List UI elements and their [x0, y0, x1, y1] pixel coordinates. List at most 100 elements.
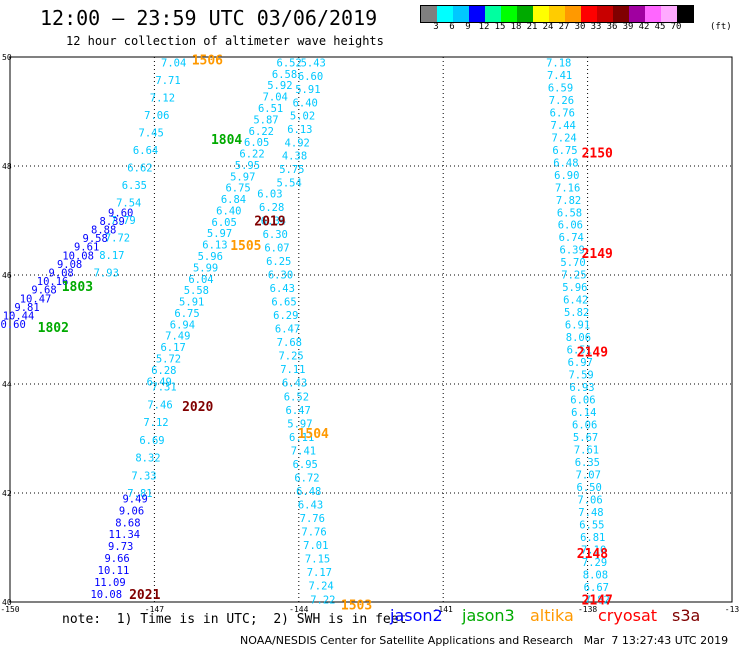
swh-value: 6.07: [264, 242, 289, 254]
swh-value: 5.96: [198, 251, 223, 263]
colorbar-tick-label: 30: [574, 22, 586, 32]
swh-value: 4.38: [282, 151, 307, 163]
swh-value: 5.70: [560, 257, 585, 269]
pass-number-label: 1804: [211, 133, 242, 148]
legend-jason3: jason3: [462, 606, 515, 625]
swh-value: 9.66: [104, 553, 129, 565]
swh-value: 9.08: [57, 259, 82, 271]
swh-value: 7.18: [546, 57, 571, 69]
swh-value: 11.34: [109, 529, 141, 541]
colorbar-swatch: [677, 6, 693, 22]
colorbar-tick-label: 3: [433, 22, 439, 32]
swh-value: 9.73: [108, 541, 133, 553]
colorbar-tick-label: 18: [510, 22, 522, 32]
lat-tick-label: 44: [2, 380, 12, 389]
swh-value: 5.54: [277, 177, 302, 189]
swh-value: 5.87: [253, 114, 278, 126]
legend-jason2: jason2: [390, 606, 443, 625]
swh-value: 7.76: [300, 513, 325, 525]
colorbar-swatch: [549, 6, 565, 22]
colorbar-swatch: [533, 6, 549, 22]
swh-value: 6.52: [277, 57, 302, 69]
swh-value: 6.06: [558, 220, 583, 232]
map-subtitle: 12 hour collection of altimeter wave hei…: [66, 34, 384, 48]
lon-tick-label: -144: [289, 605, 308, 614]
swh-value: 9.58: [83, 233, 108, 245]
colorbar-tick-label: 70: [670, 22, 682, 32]
pass-number-label: 2147: [582, 593, 613, 608]
pass-number-label: 1803: [62, 280, 93, 295]
pass-number-label: 2021: [129, 588, 160, 603]
map-title: 12:00 – 23:59 UTC 03/06/2019: [40, 6, 378, 30]
swh-value: 6.43: [298, 500, 323, 512]
swh-value: 8.17: [99, 250, 124, 262]
swh-value: 8.08: [583, 569, 608, 581]
swh-value: 6.64: [133, 145, 158, 157]
swh-value: 6.04: [188, 274, 213, 286]
swh-value: 5.97: [207, 228, 232, 240]
pass-number-label: 2020: [182, 400, 213, 415]
swh-value: 6.97: [568, 357, 593, 369]
pass-number-label: 1802: [38, 321, 69, 336]
colorbar-swatch: [517, 6, 533, 22]
colorbar-tick-label: 39: [622, 22, 634, 32]
swh-value: 5.97: [287, 418, 312, 430]
colorbar-unit: (ft): [710, 22, 732, 32]
swh-value: 6.30: [263, 229, 288, 241]
swh-value: 10.60: [0, 319, 26, 331]
colorbar-tick-label: 6: [449, 22, 455, 32]
swh-value: 6.58: [557, 207, 582, 219]
pass-number-label: 1506: [192, 54, 223, 69]
colorbar-swatch: [437, 6, 453, 22]
swh-value: 7.29: [582, 557, 607, 569]
colorbar-swatch: [501, 6, 517, 22]
swh-value: 7.93: [94, 267, 119, 279]
colorbar-swatch: [629, 6, 645, 22]
legend-altika: altika: [530, 606, 574, 625]
swh-value: 7.16: [555, 182, 580, 194]
swh-value: 7.11: [280, 364, 305, 376]
colorbar-swatch: [565, 6, 581, 22]
swh-value: 7.24: [308, 581, 333, 593]
swh-value: 5.96: [562, 282, 587, 294]
swh-value: 9.08: [48, 267, 73, 279]
swh-value: 6.30: [268, 269, 293, 281]
swh-value: 7.26: [549, 95, 574, 107]
swh-value: 6.93: [569, 382, 594, 394]
swh-value: 6.84: [221, 194, 246, 206]
swh-value: 6.25: [266, 256, 291, 268]
swh-value: 5.91: [179, 297, 204, 309]
swh-value: 7.33: [131, 470, 156, 482]
swh-value: 6.22: [249, 126, 274, 138]
colorbar-tick-label: 24: [542, 22, 554, 32]
swh-value: 7.06: [144, 110, 169, 122]
swh-value: 7.07: [576, 469, 601, 481]
swh-value: 5.02: [290, 111, 315, 123]
swh-value: 7.68: [277, 337, 302, 349]
grid-lines: [10, 56, 732, 603]
footnote: note: 1) Time is in UTC; 2) SWH is in fe…: [62, 612, 407, 627]
swh-value: 6.95: [293, 459, 318, 471]
swh-value: 6.13: [202, 240, 227, 252]
swh-value: 5.67: [573, 432, 598, 444]
swh-value: 7.82: [556, 195, 581, 207]
swh-value: 7.72: [105, 232, 130, 244]
swh-value: 6.43: [282, 378, 307, 390]
pass-number-label: 1504: [298, 427, 329, 442]
swh-value: 9.06: [119, 505, 144, 517]
swh-value: 6.35: [122, 180, 147, 192]
swh-value: 6.06: [570, 395, 595, 407]
swh-value: 7.41: [547, 70, 572, 82]
colorbar-labels: (ft) 3 6 9 12 15 18 21 24 27 30 33 36 39 42 45 70: [420, 22, 740, 34]
swh-value: 6.28: [151, 365, 176, 377]
swh-value: 7.22: [310, 594, 335, 606]
swh-value: 9.68: [31, 285, 56, 297]
swh-value: 10.16: [37, 276, 69, 288]
pass-number-label: 2149: [577, 345, 608, 360]
swh-value: 7.04: [161, 57, 186, 69]
colorbar-swatch: [613, 6, 629, 22]
pass-number-label: 2148: [577, 547, 608, 562]
colorbar-swatch: [485, 6, 501, 22]
swh-value: 7.76: [301, 527, 326, 539]
lon-tick-label: -150: [0, 605, 19, 614]
